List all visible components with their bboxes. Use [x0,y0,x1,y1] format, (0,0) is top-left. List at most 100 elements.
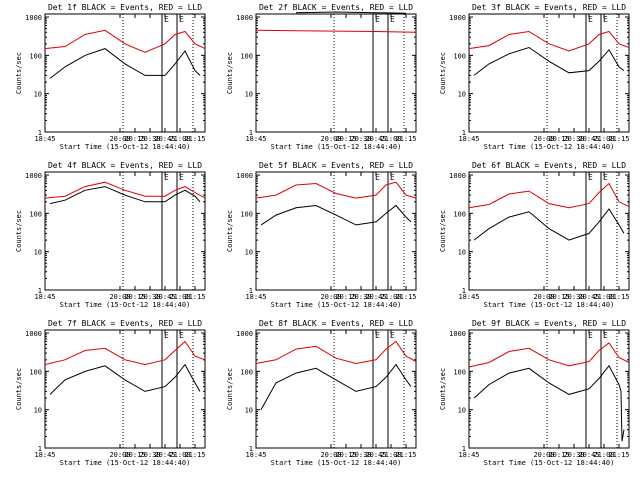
x-tick-label: 18:45 [34,135,55,143]
y-tick-label: 100 [29,210,42,218]
y-tick-label: 100 [29,52,42,60]
lld-series-line [468,182,630,209]
x-tick-label: 20:45 [578,135,599,143]
y-tick-label: 10 [34,249,42,257]
y-axis-label: Counts/sec [439,368,447,410]
x-tick-label: 20:15 [548,135,569,143]
plot-frame [44,329,206,449]
x-tick-label: 21:15 [608,135,629,143]
x-tick-label: 20:45 [365,451,386,459]
y-tick-label: 10 [245,91,253,99]
marker-e-label: E [375,331,380,340]
detector-plot-4: Det 4f BLACK = Events, RED = LLD 1 10 100 10… [15,161,206,309]
y-axis-label: Counts/sec [439,210,447,252]
lld-series-line [255,29,417,33]
plot-title: Det 6f BLACK = Events, RED = LLD [472,161,626,170]
plot-frame [255,13,417,133]
x-tick-label: 20:45 [365,135,386,143]
x-tick-label: 20:30 [563,293,584,301]
y-tick-label: 1 [38,129,42,137]
x-tick-label: 18:45 [458,293,479,301]
marker-e-label: E [390,15,395,24]
y-tick-label: 100 [240,368,253,376]
y-axis-label: Counts/sec [15,368,23,410]
plot-title: Det 7f BLACK = Events, RED = LLD [48,319,202,328]
y-tick-label: 1 [462,445,466,453]
x-tick-label: 20:15 [548,451,569,459]
x-tick-label: 21:15 [395,135,416,143]
events-series-line [473,208,625,241]
plot-frame [468,13,630,133]
marker-e-label: E [375,173,380,182]
y-tick-label: 1000 [449,14,466,22]
x-tick-label: 20:15 [335,135,356,143]
y-axis-label: Counts/sec [439,52,447,94]
x-tick-label: 18:45 [458,135,479,143]
y-tick-label: 100 [240,210,253,218]
x-axis-label: Start Time (15-Oct-12 18:44:40) [271,301,402,309]
marker-e-label: E [390,173,395,182]
y-axis-label: Counts/sec [15,52,23,94]
x-tick-label: 20:00 [320,293,341,301]
y-tick-label: 1 [462,129,466,137]
y-tick-label: 10 [458,249,466,257]
x-tick-label: 20:30 [139,293,160,301]
x-tick-label: 21:15 [608,451,629,459]
x-tick-label: 21:00 [169,293,190,301]
x-axis-label: Start Time (15-Oct-12 18:44:40) [484,301,615,309]
plot-title: Det 3f BLACK = Events, RED = LLD [472,3,626,12]
marker-e-label: E [179,15,184,24]
x-tick-label: 21:00 [169,135,190,143]
y-tick-label: 10 [458,407,466,415]
x-tick-label: 21:15 [395,451,416,459]
x-tick-label: 21:00 [380,451,401,459]
x-tick-label: 18:45 [245,451,266,459]
x-tick-label: 21:00 [380,135,401,143]
x-axis-label: Start Time (15-Oct-12 18:44:40) [271,143,402,151]
marker-e-label: E [603,15,608,24]
x-tick-label: 20:15 [124,293,145,301]
plot-frame [255,171,417,291]
y-tick-label: 1000 [449,330,466,338]
x-tick-label: 20:15 [335,293,356,301]
detector-plot-3: Det 3f BLACK = Events, RED = LLD 1 10 100 10… [439,3,630,151]
y-tick-label: 1000 [236,14,253,22]
y-tick-label: 1 [38,287,42,295]
lld-series-line [44,29,206,53]
y-tick-label: 1000 [449,172,466,180]
y-tick-label: 100 [240,52,253,60]
x-tick-label: 21:00 [593,293,614,301]
events-series-line [473,364,625,442]
x-tick-label: 20:00 [533,293,554,301]
plot-title: Det 4f BLACK = Events, RED = LLD [48,161,202,170]
x-axis-label: Start Time (15-Oct-12 18:44:40) [484,143,615,151]
x-tick-label: 20:30 [350,135,371,143]
events-series-line [295,11,407,14]
detector-plot-5: Det 5f BLACK = Events, RED = LLD 1 10 100 10… [226,161,417,309]
x-tick-label: 20:30 [563,135,584,143]
y-axis-label: Counts/sec [226,52,234,94]
detector-plot-1: Det 1f BLACK = Events, RED = LLD 1 10 100 10… [15,3,206,151]
x-axis-label: Start Time (15-Oct-12 18:44:40) [271,459,402,467]
y-tick-label: 10 [34,91,42,99]
y-tick-label: 1000 [25,14,42,22]
x-tick-label: 20:45 [578,451,599,459]
x-tick-label: 21:15 [184,135,205,143]
x-tick-label: 18:45 [34,293,55,301]
plot-frame [44,171,206,291]
y-tick-label: 1 [249,445,253,453]
y-tick-label: 1 [249,287,253,295]
x-tick-label: 20:45 [154,293,175,301]
x-tick-label: 18:45 [245,135,266,143]
y-tick-label: 10 [458,91,466,99]
plot-title: Det 2f BLACK = Events, RED = LLD [259,3,413,12]
x-tick-label: 20:00 [109,135,130,143]
marker-e-label: E [164,173,169,182]
plot-frame [44,13,206,133]
plot-title: Det 8f BLACK = Events, RED = LLD [259,319,413,328]
events-series-line [473,46,625,76]
lld-series-line [255,181,417,199]
x-tick-label: 21:15 [395,293,416,301]
x-tick-label: 20:00 [320,135,341,143]
